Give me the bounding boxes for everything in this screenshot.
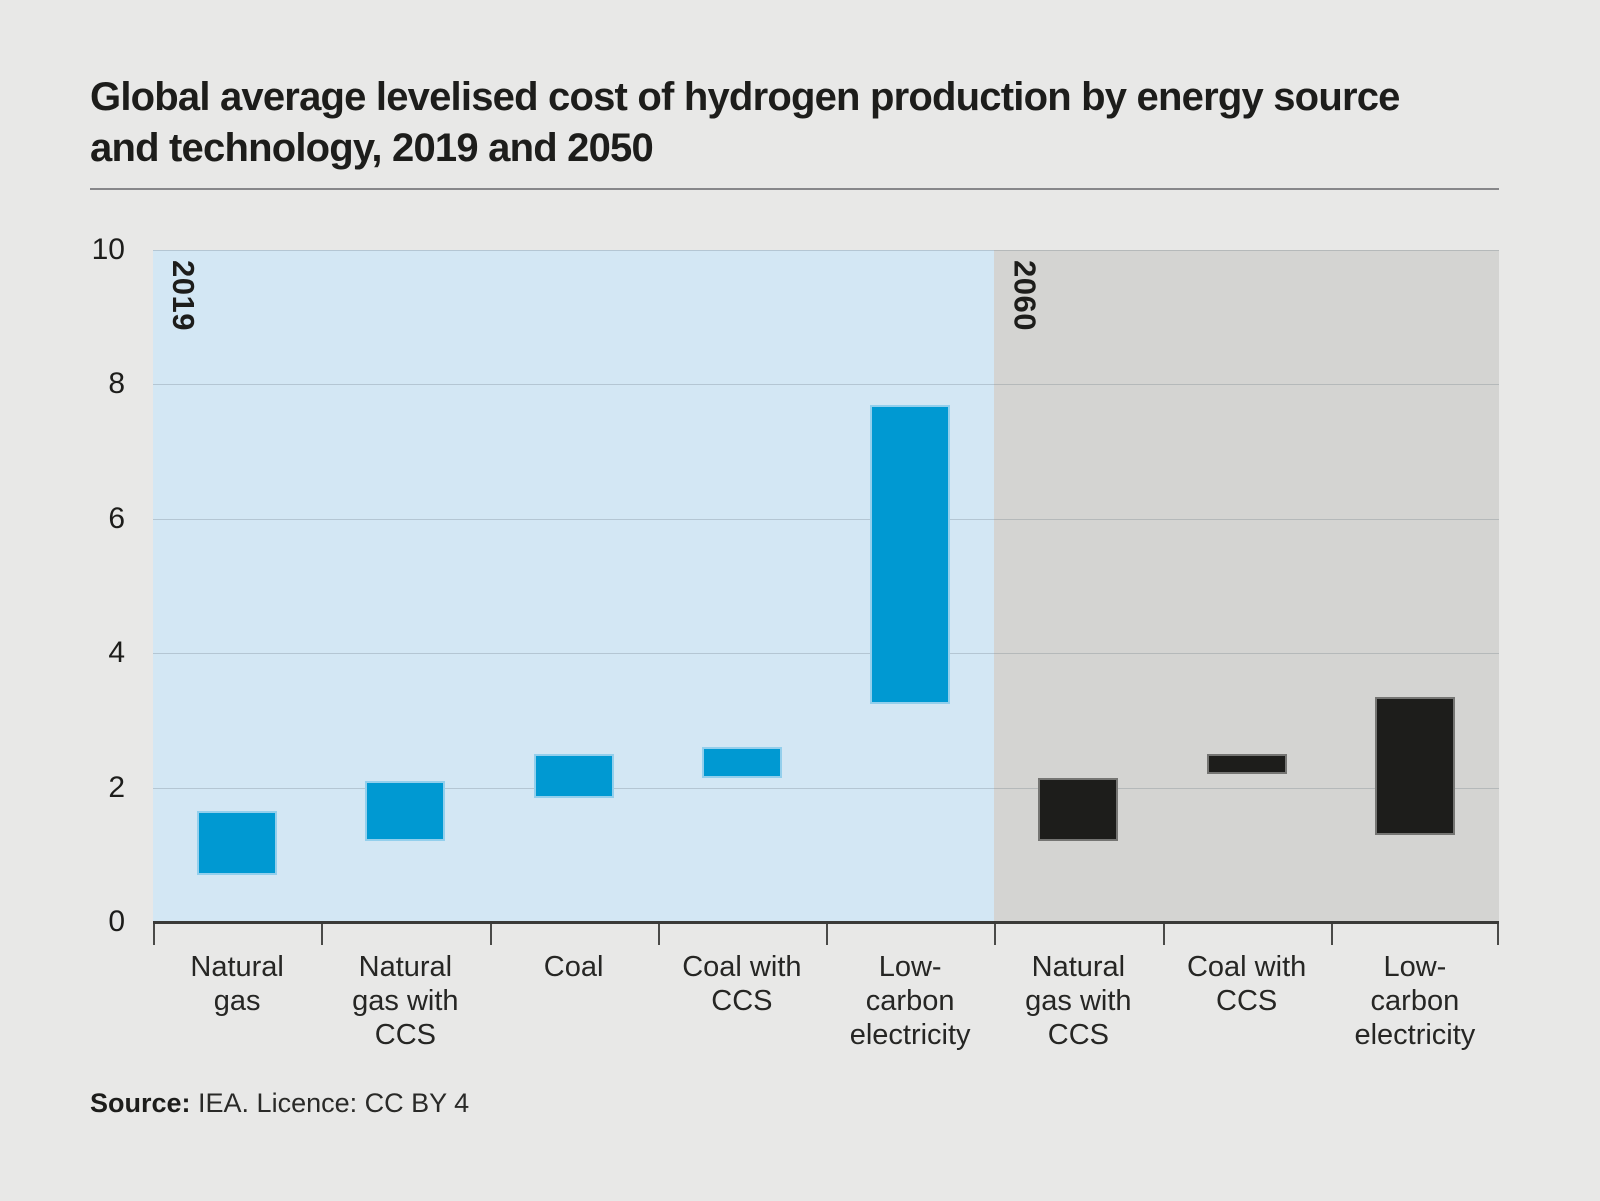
x-axis-baseline: [153, 921, 1499, 924]
category-label: Low-carbon electricity: [1354, 951, 1476, 1051]
category-label: Natural gas: [190, 951, 284, 1017]
period-panel-2019: [153, 250, 995, 922]
range-bar-natural-gas-with-ccs-2019: [365, 780, 446, 842]
range-bar-natural-gas-2019: [197, 811, 278, 875]
category-label: Low-carbon electricity: [849, 951, 971, 1051]
y-axis-tick-label: 2: [108, 770, 125, 804]
y-axis-tick-label: 8: [108, 367, 125, 401]
y-axis-tick-label: 6: [108, 501, 125, 535]
gridline-y6: [153, 518, 1499, 520]
gridline-y4: [153, 653, 1499, 655]
range-bar-coal-2019: [533, 754, 614, 798]
y-axis-tick-label: 10: [91, 233, 125, 266]
x-axis-tick: [321, 922, 324, 945]
x-axis-tick: [1162, 922, 1165, 945]
x-axis-tick: [994, 922, 997, 945]
range-bar-natural-gas-with-ccs-2060: [1038, 777, 1119, 842]
gridline-y8: [153, 384, 1499, 386]
period-label-2019: 2019: [166, 260, 201, 331]
range-bar-coal-with-ccs-2019: [701, 747, 782, 778]
x-axis-tick: [1330, 922, 1333, 945]
category-label: Natural gas with CCS: [1025, 951, 1132, 1051]
x-axis-tick: [657, 922, 660, 945]
range-bar-coal-with-ccs-2060: [1206, 754, 1287, 775]
category-label: Coal with CCS: [682, 951, 802, 1017]
source-text: IEA. Licence: CC BY 4: [190, 1088, 470, 1118]
category-label: Coal: [543, 951, 604, 983]
title-divider: [90, 188, 1499, 190]
source-line: Source: IEA. Licence: CC BY 4: [90, 1088, 469, 1119]
x-axis-tick: [1497, 922, 1499, 945]
x-axis-tick: [826, 922, 828, 945]
y-axis-tick-label: 4: [108, 636, 125, 670]
gridline-y2: [153, 787, 1499, 789]
x-axis-tick: [489, 922, 492, 945]
y-axis-tick-label: 0: [108, 905, 125, 938]
range-bar-low-carbon-electricity-2019: [870, 404, 951, 704]
chart-title: Global average levelised cost of hydroge…: [90, 75, 1400, 170]
gridline-y10: [153, 250, 1499, 251]
range-bar-low-carbon-electricity-2060: [1374, 696, 1455, 835]
source-label: Source:: [90, 1088, 191, 1118]
category-label: Natural gas with CCS: [352, 951, 459, 1051]
period-label-2060: 2060: [1007, 260, 1043, 331]
x-axis-tick: [153, 922, 155, 945]
category-label: Coal with CCS: [1186, 951, 1307, 1017]
